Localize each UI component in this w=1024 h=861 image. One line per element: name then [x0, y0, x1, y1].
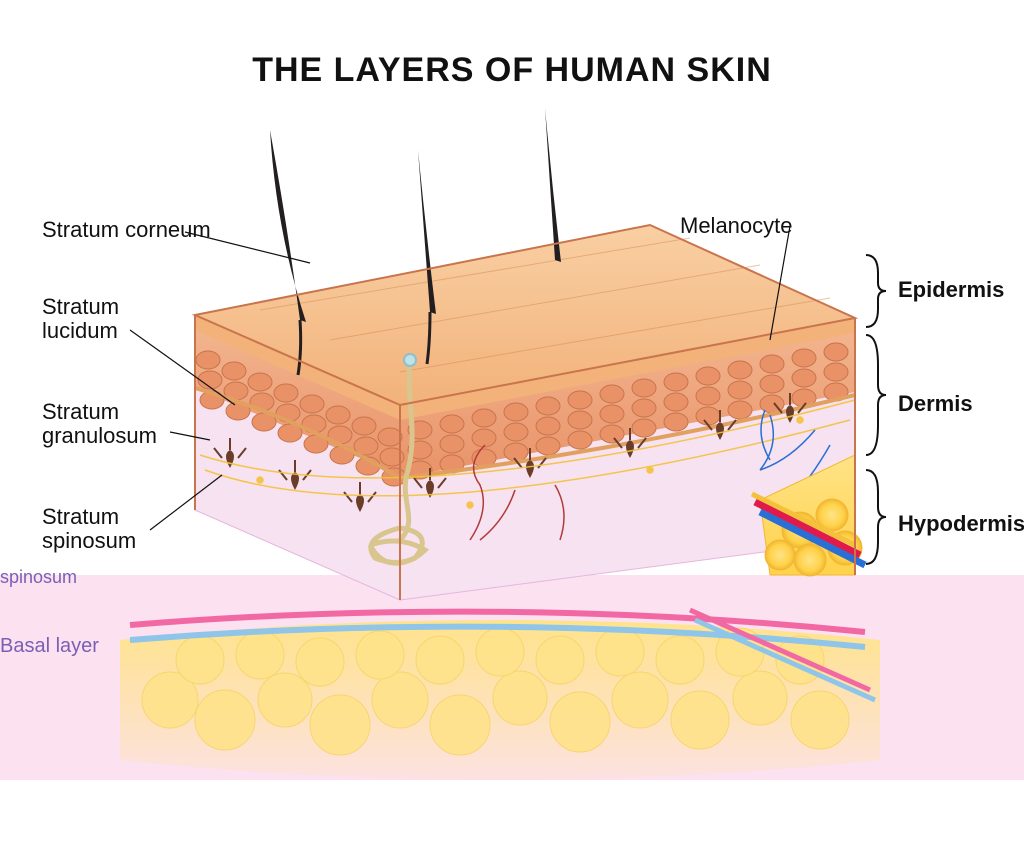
label-epidermis: Epidermis [898, 278, 1004, 302]
label-hypodermis: Hypodermis [898, 512, 1024, 536]
ghost-label-spinosum: spinosum [0, 568, 77, 588]
label-stratum-corneum: Stratum corneum [42, 218, 211, 242]
ghost-label-basal-layer: Basal layer [0, 635, 99, 657]
skin-block [195, 108, 865, 600]
label-stratum-granulosum: Stratum granulosum [42, 400, 157, 448]
label-stratum-spinosum: Stratum spinosum [42, 505, 136, 553]
right-brackets [866, 255, 886, 564]
diagram-stage: THE LAYERS OF HUMAN SKIN [0, 0, 1024, 861]
ghost-hypodermis [120, 610, 880, 780]
label-stratum-lucidum: Stratum lucidum [42, 295, 119, 343]
label-dermis: Dermis [898, 392, 973, 416]
label-melanocyte: Melanocyte [680, 214, 793, 238]
